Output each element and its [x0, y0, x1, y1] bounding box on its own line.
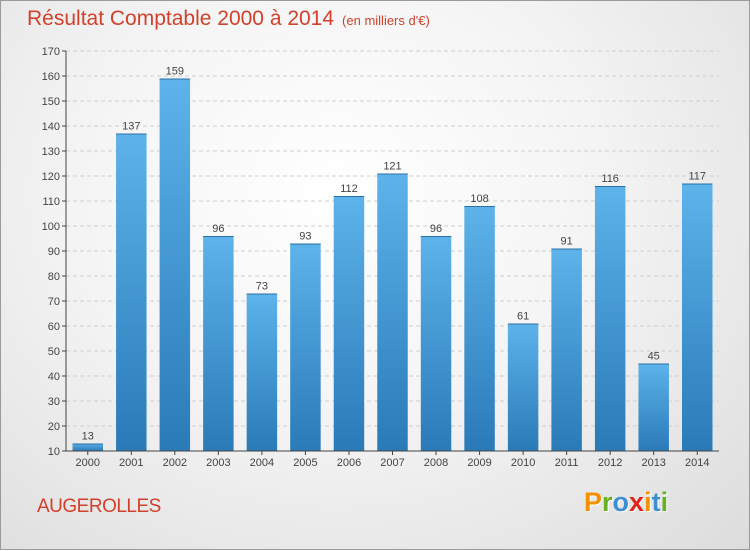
y-tick-label: 130 [42, 146, 60, 158]
bar-value-label: 112 [340, 183, 358, 195]
bar-value-label: 61 [517, 311, 529, 323]
y-tick-label: 60 [48, 321, 60, 333]
y-tick-label: 10 [48, 446, 60, 458]
y-tick-label: 120 [42, 171, 60, 183]
bar-value-label: 93 [299, 231, 311, 243]
proxiti-logo: Proxiti [584, 487, 668, 518]
y-tick-label: 50 [48, 346, 60, 358]
bar-value-label: 159 [166, 66, 184, 78]
bar [159, 78, 191, 451]
x-tick-label: 2007 [380, 457, 404, 469]
region-name: AUGEROLLES [37, 496, 161, 517]
bar-value-label: 73 [256, 281, 268, 293]
x-tick-label: 2000 [76, 457, 100, 469]
title-text: Résultat Comptable 2000 à 2014 [27, 7, 335, 30]
bar-value-label: 96 [212, 223, 224, 235]
x-tick-label: 2008 [424, 457, 448, 469]
logo-letter: r [602, 487, 613, 517]
x-tick-label: 2011 [555, 457, 579, 469]
x-tick-label: 2009 [467, 457, 491, 469]
y-tick-label: 80 [48, 271, 60, 283]
logo-letter: x [629, 487, 645, 517]
axis-layer: 10 20 30 40 50 60 70 80 90 100 110 120 130 140 150 160 1… [42, 46, 719, 469]
bar [507, 323, 539, 451]
x-tick-label: 2001 [119, 457, 143, 469]
logo-letter: i [644, 487, 652, 517]
y-tick-label: 90 [48, 246, 60, 258]
bar [203, 236, 234, 451]
x-tick-label: 2012 [598, 457, 622, 469]
y-tick-label: 160 [42, 71, 60, 83]
y-tick-label: 110 [42, 196, 60, 208]
bar [420, 236, 452, 451]
bar [116, 133, 147, 451]
y-tick-label: 150 [42, 96, 60, 108]
x-tick-label: 2013 [641, 457, 665, 469]
bar [464, 206, 495, 451]
bar-value-label: 121 [383, 161, 401, 173]
y-tick-label: 100 [42, 221, 60, 233]
y-tick-label: 20 [48, 421, 60, 433]
x-tick-label: 2003 [206, 457, 230, 469]
bar [246, 293, 278, 451]
x-tick-label: 2005 [293, 457, 317, 469]
y-tick-label: 140 [42, 121, 60, 133]
bar [377, 173, 408, 451]
bar-value-label: 116 [601, 173, 619, 185]
chart-subtitle: (en milliers d'€) [342, 13, 430, 28]
bar-layer: 13 137 159 96 73 93 112 121 96 108 61 91 116 45 117 [72, 66, 713, 451]
x-tick-label: 2014 [685, 457, 709, 469]
x-tick-label: 2010 [511, 457, 535, 469]
x-tick-label: 2002 [163, 457, 187, 469]
bar-value-label: 117 [688, 171, 706, 183]
x-tick-label: 2004 [250, 457, 274, 469]
bar [290, 243, 321, 451]
logo-letter: t [651, 487, 661, 517]
bar-value-label: 13 [82, 431, 94, 443]
bar [551, 248, 582, 451]
chart-title: Résultat Comptable 2000 à 2014 (en millie… [27, 7, 430, 31]
logo-letter: P [584, 487, 603, 517]
bar-value-label: 108 [470, 193, 488, 205]
bar [638, 363, 669, 451]
bar-value-label: 91 [561, 236, 573, 248]
bar [72, 443, 104, 451]
bar-value-label: 96 [430, 223, 442, 235]
y-tick-label: 30 [48, 396, 60, 408]
bar-value-label: 45 [648, 351, 660, 363]
bar [594, 186, 626, 451]
y-tick-label: 70 [48, 296, 60, 308]
bar [333, 196, 365, 451]
y-tick-label: 40 [48, 371, 60, 383]
logo-letter: i [660, 487, 669, 517]
y-tick-label: 170 [42, 46, 60, 58]
x-tick-label: 2006 [337, 457, 361, 469]
bar [681, 183, 713, 451]
logo-letter: o [612, 487, 630, 517]
bar-value-label: 137 [122, 121, 140, 133]
